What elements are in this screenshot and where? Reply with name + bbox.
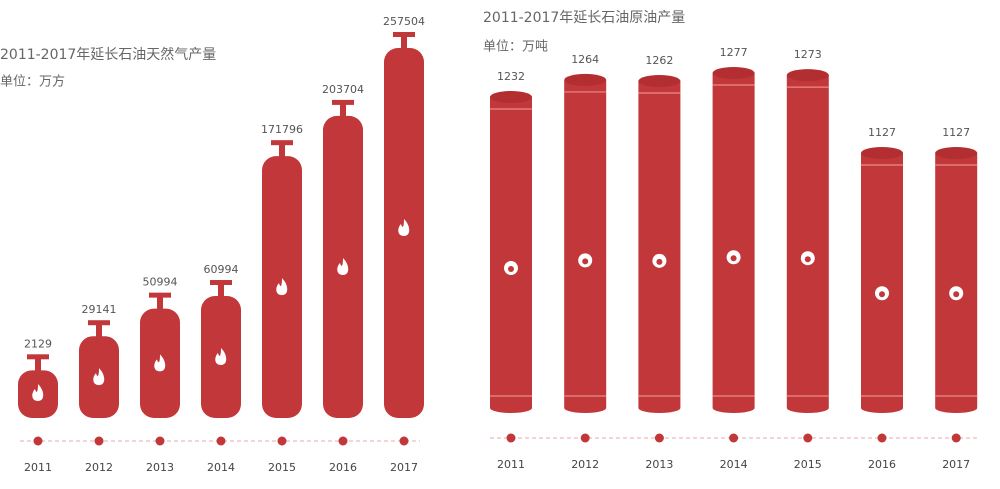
- value-label: 60994: [204, 263, 239, 276]
- barrel-top: [638, 75, 681, 87]
- chart-title: 2011-2017年延长石油天然气产量: [0, 46, 216, 63]
- barrel: [712, 73, 755, 408]
- valve: [340, 103, 346, 118]
- drop-icon-inner: [656, 258, 663, 265]
- axis-dot: [94, 436, 104, 446]
- value-label: 1264: [571, 53, 599, 66]
- axis-dot: [654, 433, 664, 443]
- axis-dot: [729, 433, 739, 443]
- flame-icon: [337, 257, 349, 275]
- valve-handle: [88, 320, 110, 326]
- value-label: 1127: [868, 126, 896, 139]
- x-tick-label: 2013: [645, 458, 673, 471]
- valve: [157, 296, 163, 311]
- valve-handle: [393, 32, 415, 37]
- barrel-bottom: [490, 403, 532, 413]
- value-label: 257504: [383, 15, 425, 28]
- axis-dot: [338, 436, 348, 446]
- axis-dot: [877, 433, 887, 443]
- valve: [401, 36, 407, 50]
- flame-icon: [398, 219, 410, 236]
- barrel-bottom: [935, 403, 978, 413]
- x-tick-label: 2013: [146, 461, 174, 474]
- x-tick-label: 2011: [497, 458, 525, 471]
- value-label: 1273: [794, 48, 822, 61]
- axis-dot: [277, 436, 287, 446]
- value-label: 2129: [24, 337, 52, 350]
- chart-title: 2011-2017年延长石油原油产量: [483, 10, 685, 26]
- x-tick-label: 2012: [85, 461, 113, 474]
- chart-subtitle: 单位：万方: [0, 74, 65, 90]
- flame-icon: [93, 368, 105, 386]
- valve-handle: [332, 99, 354, 105]
- value-label: 1127: [942, 126, 970, 139]
- axis-dot: [399, 436, 409, 446]
- flame-icon: [154, 354, 166, 372]
- flame-icon: [215, 348, 227, 366]
- barrel-top: [490, 91, 532, 103]
- x-tick-label: 2015: [268, 461, 296, 474]
- barrel: [786, 75, 829, 408]
- drop-icon-inner: [582, 258, 589, 265]
- value-label: 1232: [497, 70, 525, 83]
- valve-handle: [27, 354, 49, 360]
- axis-dot: [155, 436, 165, 446]
- valve: [96, 324, 102, 339]
- flame-icon: [276, 278, 288, 296]
- barrel-top: [935, 147, 978, 159]
- axis-dot: [803, 433, 813, 443]
- chart-subtitle: 单位：万吨: [483, 40, 548, 55]
- x-tick-label: 2011: [24, 461, 52, 474]
- flame-icon: [32, 384, 44, 401]
- barrel-top: [712, 67, 755, 79]
- barrel: [490, 97, 532, 408]
- barrel-top: [564, 73, 607, 86]
- drop-icon-inner: [804, 256, 811, 263]
- barrel: [861, 153, 903, 408]
- valve: [218, 284, 224, 299]
- drop-icon-inner: [730, 255, 737, 262]
- value-label: 171796: [261, 123, 303, 136]
- x-tick-label: 2016: [868, 458, 896, 471]
- x-tick-label: 2012: [571, 458, 599, 471]
- x-tick-label: 2017: [942, 458, 970, 471]
- barrel-top: [786, 69, 829, 82]
- drop-icon-inner: [953, 291, 960, 298]
- axis-dot: [33, 436, 43, 446]
- barrel-bottom: [861, 403, 903, 413]
- x-tick-label: 2014: [207, 461, 235, 474]
- axis-dot: [951, 433, 961, 443]
- drop-icon-inner: [879, 291, 885, 298]
- barrel: [564, 79, 607, 408]
- value-label: 50994: [143, 276, 178, 289]
- x-tick-label: 2015: [794, 458, 822, 471]
- value-label: 203704: [322, 83, 364, 96]
- barrel-bottom: [638, 403, 681, 413]
- x-tick-label: 2017: [390, 461, 418, 474]
- valve: [279, 144, 285, 159]
- axis-dot: [580, 433, 590, 443]
- barrel-bottom: [786, 403, 829, 413]
- barrel-bottom: [712, 403, 755, 413]
- valve-handle: [149, 292, 171, 298]
- valve-handle: [210, 280, 232, 286]
- barrel: [638, 81, 681, 408]
- barrel-top: [861, 147, 903, 159]
- axis-dot: [216, 436, 226, 446]
- barrel: [935, 153, 978, 408]
- value-label: 1262: [645, 54, 673, 67]
- x-tick-label: 2016: [329, 461, 357, 474]
- value-label: 1277: [720, 46, 748, 59]
- axis-dot: [506, 433, 516, 443]
- barrel-bottom: [564, 403, 607, 413]
- valve-handle: [271, 140, 293, 146]
- x-tick-label: 2014: [720, 458, 748, 471]
- drop-icon-inner: [508, 266, 514, 273]
- value-label: 29141: [82, 303, 117, 316]
- valve: [35, 358, 41, 373]
